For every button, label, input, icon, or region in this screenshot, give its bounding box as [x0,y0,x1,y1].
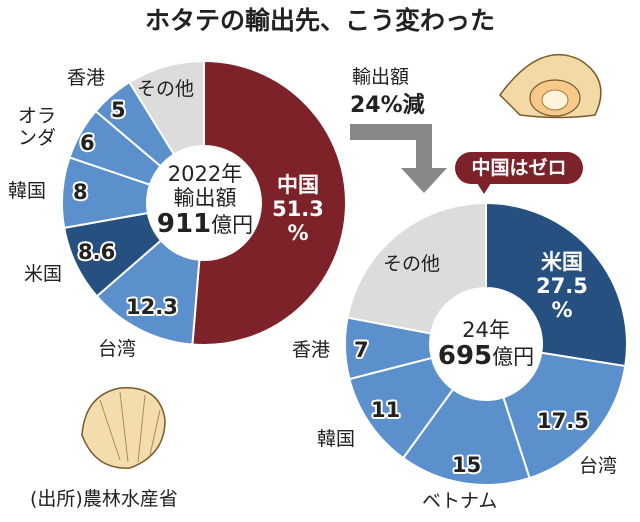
label-taiwan-2024: 台湾 [579,455,618,477]
label-taiwan-2022: 台湾 [98,338,137,360]
scallop-shell-icon [81,387,166,469]
value-korea-2022: 8 [73,180,88,204]
donut-2022 [61,59,347,346]
slice-米国 [485,201,628,368]
label-hongkong-2024: 香港 [292,339,331,361]
slice-label-us-2024: 米国 27.5% [536,250,588,323]
value-taiwan-2024: 17.5 [537,409,589,433]
center-unit: 億円 [211,213,254,238]
slice-台湾 [502,351,627,480]
china-zero-callout: 中国はゼロ [455,152,583,194]
change-value: 24%減 [350,93,425,118]
label-hongkong-2022: 香港 [67,67,106,89]
value-vietnam-2024: 15 [452,453,482,477]
value-hongkong-2022: 5 [111,98,126,122]
source-note: (出所)農林水産省 [30,488,178,510]
center-label-2024: 24年 695億円 [426,318,546,372]
slice-その他 [346,201,487,335]
center-year: 24年 [462,318,510,342]
center-unit: 億円 [492,345,535,370]
label-other-2022: その他 [137,78,195,100]
center-value: 695 [437,341,493,372]
center-year: 2022年 [167,162,243,186]
decrease-arrow [350,124,447,193]
scallop-icon [499,53,602,119]
label-us-2022: 米国 [24,263,63,285]
center-label-2022: 2022年 輸出額 911億円 [150,162,260,240]
center-value: 911 [156,209,212,240]
chart-title: ホタテの輸出先、こう変わった [144,6,495,35]
label-netherlands-2022: オランダ [18,105,57,149]
value-taiwan-2022: 12.3 [126,295,178,319]
value-us-2022: 8.6 [78,240,116,264]
slice-label-china: 中国 51.3% [272,173,324,246]
change-label: 輸出額 [352,66,410,88]
value-korea-2024: 11 [371,398,401,422]
label-korea-2024: 韓国 [317,428,356,450]
donut-2024 [344,201,628,486]
label-korea-2022: 韓国 [8,180,47,202]
slice-中国 [191,59,347,346]
label-vietnam-2024: ベトナム [422,490,498,512]
slice-ベトナム [401,387,531,486]
slice-その他 [128,59,205,156]
center-caption: 輸出額 [173,186,237,211]
value-netherlands-2022: 6 [80,131,95,155]
value-hongkong-2024: 7 [354,338,369,362]
label-other-2024: その他 [383,253,441,275]
